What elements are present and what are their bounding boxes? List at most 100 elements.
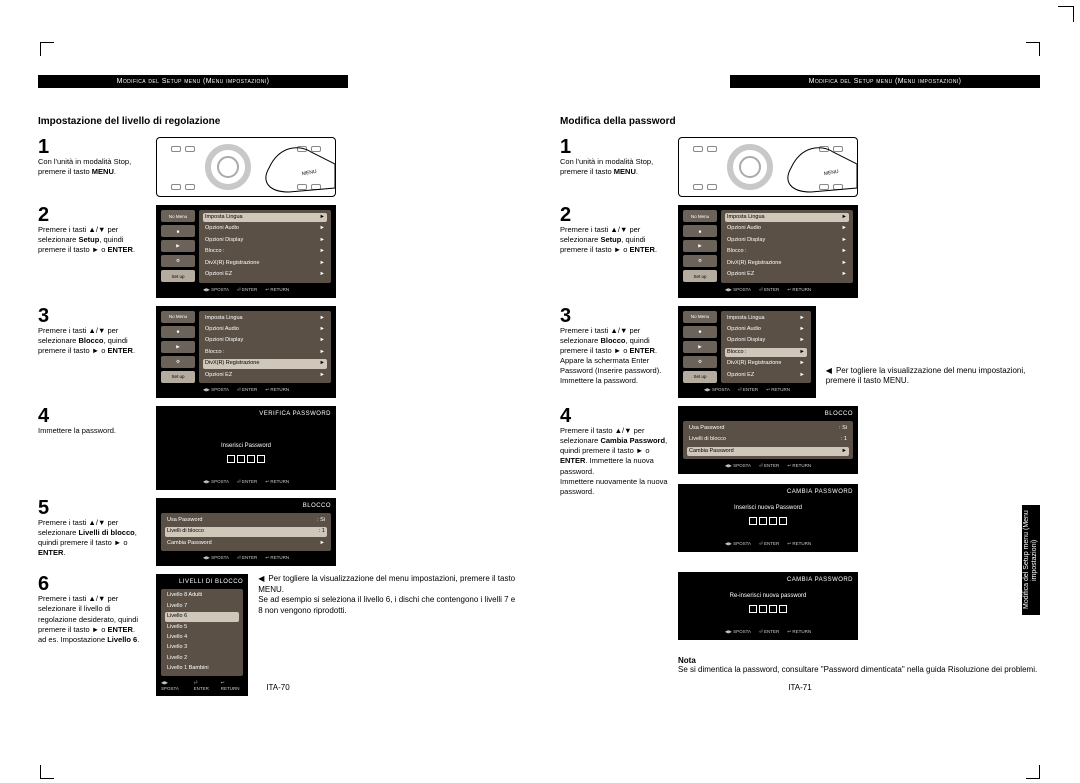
step-1: 1 Con l'unità in modalità Stop, premere … [38, 137, 518, 197]
password-field [161, 455, 331, 463]
osd-row: Opzioni Display► [203, 236, 327, 245]
step-4: 4 Immettere la password. VERIFICA PASSWO… [38, 406, 518, 490]
osd-title: CAMBIA PASSWORD [683, 577, 853, 583]
page-number: ITA-71 [788, 683, 811, 692]
step-5: 5 Premere i tasti ▲/▼ per selezionare Li… [38, 498, 518, 566]
step-number: 1 [560, 137, 670, 157]
osd-footer-item: ↩ RETURN [766, 387, 790, 393]
osd-blocco-list: Usa Password: SiLivelli di blocco: 1Camb… [161, 513, 331, 551]
password-field [683, 605, 853, 613]
step-4: 4 Premere il tasto ▲/▼ per selezionare C… [560, 406, 1040, 676]
step-number: 4 [38, 406, 148, 426]
osd-footer-item: ↩ RETURN [787, 541, 811, 547]
osd-tab: ■ [161, 225, 195, 237]
osd-setup-screenshot: No Menu■▶⚙Set up Imposta Lingua► Opzioni … [678, 205, 858, 298]
step-number: 3 [560, 306, 670, 326]
osd-row: Blocco :► [203, 247, 327, 256]
osd-footer-item: ◀▶ SPOSTA [203, 387, 229, 393]
osd-footer-item: ↩ RETURN [265, 387, 289, 393]
step-2: 2 Premere i tasti ▲/▼ per selezionare Se… [560, 205, 1040, 298]
osd-footer-item: ⏎ ENTER [237, 555, 257, 561]
osd-row: Livelli di blocco: 1 [687, 435, 849, 444]
osd-row: Opzioni Audio► [203, 224, 327, 233]
osd-row: Usa Password: Si [687, 424, 849, 433]
osd-tab: Set up [161, 371, 195, 383]
osd-footer: ◀▶ SPOSTA⏎ ENTER↩ RETURN [161, 287, 331, 293]
osd-tab: ■ [683, 326, 717, 338]
osd-footer: ◀▶ SPOSTA⏎ ENTER↩ RETURN [683, 287, 853, 293]
nota-heading: Nota [678, 656, 1040, 665]
osd-row: Imposta Lingua► [725, 213, 849, 222]
osd-blocco-screenshot: BLOCCO Usa Password: SiLivelli di blocco… [678, 406, 858, 474]
osd-footer-item: ↩ RETURN [787, 629, 811, 635]
osd-verify-password: VERIFICA PASSWORD Inserisci Password ◀▶ … [156, 406, 336, 490]
osd-tab: Set up [161, 270, 195, 282]
osd-row: Opzioni Audio► [725, 325, 807, 334]
step-number: 4 [560, 406, 670, 426]
osd-footer-item: ⏎ ENTER [237, 387, 257, 393]
osd-footer: ◀▶ SPOSTA⏎ ENTER↩ RETURN [161, 555, 331, 561]
step-2: 2 Premere i tasti ▲/▼ per selezionare Se… [38, 205, 518, 298]
remote-illustration: MENU [156, 137, 336, 197]
step-text: Premere il tasto ▲/▼ per selezionare Cam… [560, 426, 670, 497]
osd-tab: No Menu [161, 311, 195, 323]
hand-icon [239, 138, 339, 194]
osd-footer-item: ⏎ ENTER [194, 680, 213, 691]
page-header: Modifica del Setup menu (Menu impostazio… [730, 75, 1040, 88]
step-text: Con l'unità in modalità Stop, premere il… [38, 157, 148, 177]
osd-setup-screenshot: No Menu■▶⚙Set up Imposta Lingua►Opzioni … [678, 306, 816, 399]
osd-footer-item: ◀▶ SPOSTA [725, 629, 751, 635]
osd-blocco-screenshot: BLOCCO Usa Password: SiLivelli di blocco… [156, 498, 336, 566]
osd-cambia-password: CAMBIA PASSWORD Inserisci nuova Password… [678, 484, 858, 552]
osd-row: Blocco :► [203, 348, 327, 357]
osd-cambia-password-re: CAMBIA PASSWORD Re-inserisci nuova passw… [678, 572, 858, 640]
nota-body: Se si dimentica la password, consultare … [678, 665, 1040, 675]
osd-footer-item: ◀▶ SPOSTA [725, 541, 751, 547]
osd-row: Cambia Password► [687, 447, 849, 456]
hand-icon [761, 138, 861, 194]
osd-row: Blocco :► [725, 247, 849, 256]
osd-levels-list: Livello 8 AdultiLivello 7Livello 6Livell… [161, 589, 243, 675]
osd-tab-list: No Menu■▶⚙Set up [683, 210, 717, 283]
note-text: ◀Per togliere la visualizzazione del men… [258, 574, 518, 616]
crop-mark [40, 42, 54, 56]
crop-mark [1026, 42, 1040, 56]
osd-tab: ⚙ [161, 255, 195, 267]
step-text: Premere i tasti ▲/▼ per selezionare il l… [38, 594, 148, 645]
step-3: 3 Premere i tasti ▲/▼ per selezionare Bl… [38, 306, 518, 399]
osd-row: Livello 5 [165, 623, 239, 632]
osd-tab: Set up [683, 371, 717, 383]
osd-footer: ◀▶ SPOSTA⏎ ENTER↩ RETURN [683, 463, 853, 469]
osd-tab: ⚙ [683, 255, 717, 267]
osd-title: VERIFICA PASSWORD [161, 411, 331, 417]
osd-footer-item: ◀▶ SPOSTA [725, 287, 751, 293]
osd-tab: ⚙ [683, 356, 717, 368]
osd-footer-item: ↩ RETURN [787, 463, 811, 469]
osd-footer-item: ◀▶ SPOSTA [725, 463, 751, 469]
osd-row: Livelli di blocco: 1 [165, 527, 327, 536]
osd-row: Usa Password: Si [165, 516, 327, 525]
crop-mark [40, 765, 54, 779]
step-number: 5 [38, 498, 148, 518]
osd-footer-item: ◀▶ SPOSTA [203, 287, 229, 293]
osd-setup-list: Imposta Lingua►Opzioni Audio►Opzioni Dis… [721, 210, 853, 283]
osd-title: CAMBIA PASSWORD [683, 489, 853, 495]
osd-subtitle: Inserisci Password [161, 443, 331, 449]
osd-footer: ◀▶ SPOSTA⏎ ENTER↩ RETURN [683, 629, 853, 635]
osd-footer-item: ⏎ ENTER [738, 387, 758, 393]
step-number: 2 [38, 205, 148, 225]
osd-row: DivX(R) Registrazione► [725, 359, 807, 368]
osd-row: Livello 7 [165, 602, 239, 611]
osd-row: Opzioni Audio► [203, 325, 327, 334]
osd-row: Imposta Lingua► [203, 314, 327, 323]
osd-row: Livello 6 [165, 612, 239, 621]
osd-tab: ■ [161, 326, 195, 338]
osd-row: DivX(R) Registrazione► [203, 359, 327, 368]
osd-footer-item: ◀▶ SPOSTA [203, 479, 229, 485]
step-number: 2 [560, 205, 670, 225]
osd-tab: ▶ [161, 341, 195, 353]
osd-setup-screenshot: No Menu■▶⚙Set up Imposta Lingua►Opzioni … [156, 306, 336, 399]
osd-tab-list: No Menu■▶⚙Set up [161, 210, 195, 283]
osd-footer-item: ◀▶ SPOSTA [203, 555, 229, 561]
osd-row: Opzioni Audio► [725, 224, 849, 233]
